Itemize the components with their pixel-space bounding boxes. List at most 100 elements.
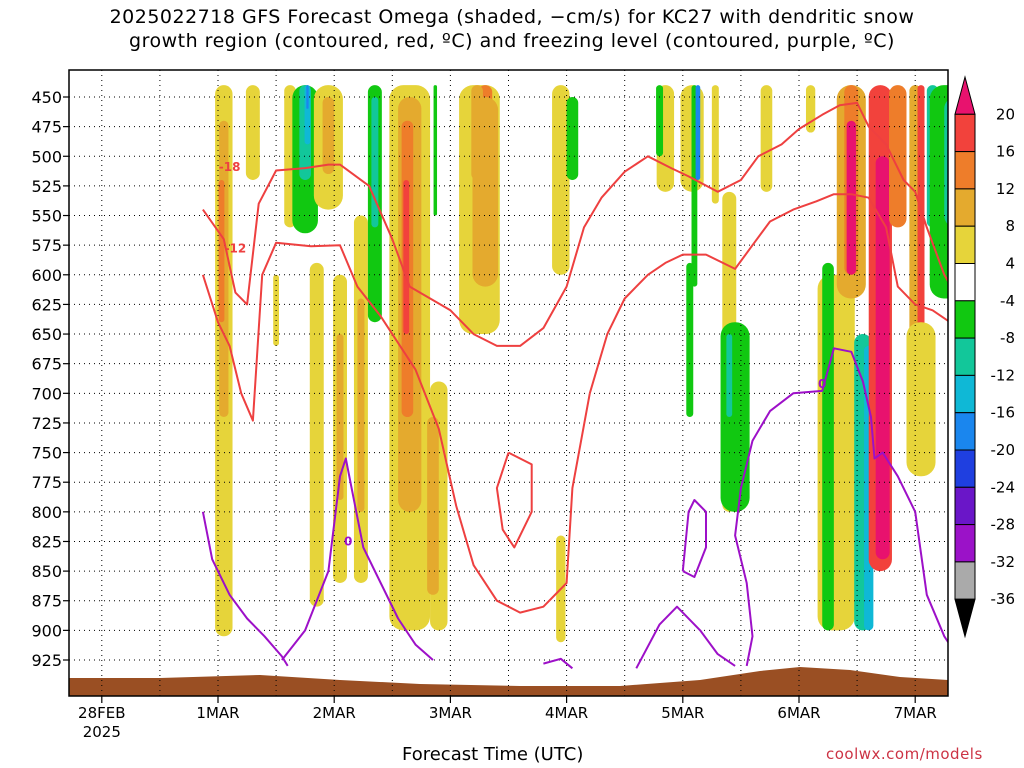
x-tick-label: 28FEB [78,704,125,722]
omega-shading-layer [215,85,948,643]
colorbar-swatch [954,300,976,339]
y-tick-label: 700 [31,384,62,403]
omega-shade-cell [695,85,701,180]
omega-shade-cell [309,262,324,607]
omega-shade-cell [471,85,483,180]
omega-shade-cell [218,179,225,323]
omega-shade-cell [566,97,579,180]
omega-shade-cell [726,334,733,418]
x-axis-title: Forecast Time (UTC) [402,744,584,765]
x-tick-label: 2MAR [313,704,356,722]
freezing-level-contour-label: 0 [818,377,826,391]
freezing-level-contour [635,605,736,669]
omega-shade-cell [427,417,439,595]
credit-link[interactable]: coolwx.com/models [826,745,983,763]
y-tick-label: 575 [31,236,62,255]
colorbar-tick-label: -4 [1000,292,1015,310]
ground-surface [69,667,948,696]
omega-shade-cell [906,322,936,477]
y-tick-label: 475 [31,118,62,137]
omega-shade-cell [944,100,948,225]
x-tick-label: 4MAR [545,704,588,722]
y-tick-label: 625 [31,295,62,314]
contour-label-layer: -18 -12 0 0 [219,160,827,549]
colorbar-swatch [954,337,976,376]
colorbar-tick-label: -24 [991,478,1016,496]
omega-shade-cell [304,85,311,145]
y-tick-label: 675 [31,355,62,374]
y-tick-label: 550 [31,207,62,226]
freezing-level-contour [734,347,948,667]
y-tick-label: 775 [31,473,62,492]
colorbar-tick-label: -28 [991,516,1016,534]
grid-layer [69,70,948,696]
omega-shade-cell [336,334,344,500]
x-year-label: 2025 [83,723,121,741]
omega-shade-cell [245,85,260,180]
x-tick-label: 5MAR [661,704,704,722]
colorbar-swatch [954,263,976,302]
colorbar-tick-label: -12 [991,366,1016,384]
colorbar-bottom-triangle [954,598,976,639]
colorbar-tick-label: -36 [991,590,1016,608]
colorbar-tick-label: 8 [1005,217,1015,235]
colorbar-tick-label: 20 [996,105,1015,123]
y-tick-label: 825 [31,532,62,551]
colorbar-tick-label: -20 [991,441,1016,459]
chart-title-line-2: growth region (contoured, red, ºC) and f… [129,30,895,52]
x-tick-label: 1MAR [196,704,239,722]
colorbar-swatch [954,374,976,414]
colorbar-swatch [954,151,976,190]
omega-shade-cell [875,156,890,560]
contour-layer [201,101,948,670]
y-tick-label: 800 [31,503,62,522]
dendritic-contour [202,101,948,347]
colorbar-tick-label: -8 [1000,329,1015,347]
y-tick-label: 500 [31,147,62,166]
colorbar-swatch [954,225,976,264]
y-tick-label: 900 [31,621,62,640]
colorbar-tick-label: 16 [996,143,1015,161]
dendritic-contour [201,193,948,614]
colorbar: 20 16 12 8 4 -4 -8 -12 -16 -20 -24 -28 -32 -36 [954,75,1016,639]
plot-frame [68,69,949,697]
y-tick-label: 875 [31,592,62,611]
omega-shade-cell [760,85,773,192]
omega-shade-cell [371,97,379,228]
colorbar-tick-label: -32 [991,553,1016,571]
colorbar-swatch [954,486,976,526]
colorbar-swatch [954,524,976,563]
y-tick-label: 650 [31,325,62,344]
omega-shade-cell [846,120,856,275]
freezing-level-contour [201,511,289,667]
x-tick-label: 3MAR [429,704,472,722]
omega-shade-cell [656,85,664,157]
x-tick-label: 7MAR [894,704,937,722]
colorbar-tick-label: 4 [1005,255,1015,273]
freezing-level-contour [681,499,707,578]
y-tick-label: 750 [31,444,62,463]
omega-shade-cell [322,97,335,175]
colorbar-swatch [954,188,976,227]
colorbar-swatch [954,449,976,488]
x-tick-label: 6MAR [777,704,820,722]
y-axis: 450 475 500 525 550 575 600 625 650 675 700 725 750 7… [31,88,69,670]
chart-title-line-1: 2025022718 GFS Forecast Omega (shaded, −… [109,6,915,28]
omega-shade-cell [686,262,694,418]
freezing-level-contour [281,457,434,661]
freezing-level-contour-label: 0 [344,534,352,548]
y-tick-label: 925 [31,651,62,670]
omega-shade-cell [711,85,719,204]
dendritic-contour [495,451,533,549]
dendritic-contour-label: -12 [225,242,247,256]
colorbar-top-triangle [954,75,976,115]
freezing-level-contour [543,657,574,670]
y-tick-label: 725 [31,414,62,433]
omega-shade-cell [552,85,570,275]
colorbar-swatch [954,561,976,600]
y-tick-label: 600 [31,266,62,285]
omega-shade-cell [805,85,816,133]
colorbar-swatch [954,412,976,451]
omega-shade-cell [720,322,750,512]
